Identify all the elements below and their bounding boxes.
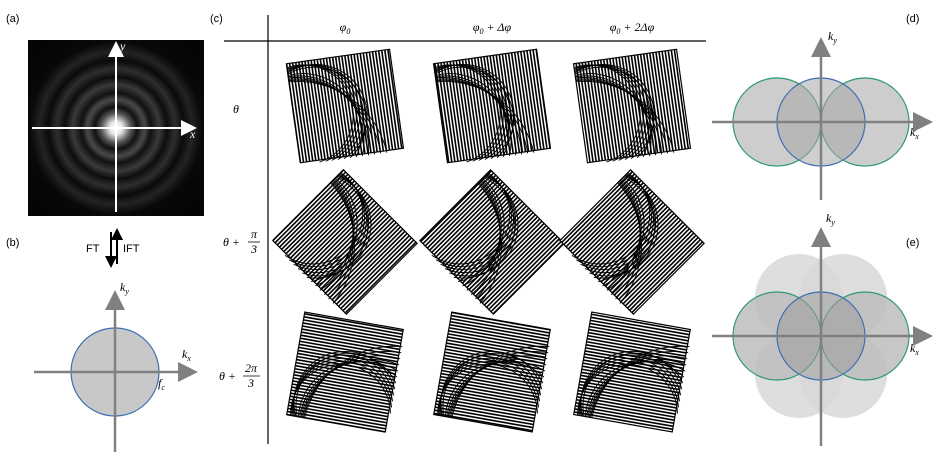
ky-label: ky xyxy=(828,29,837,45)
col-header-0: φ0 xyxy=(340,20,351,36)
row-header-0: θ xyxy=(233,102,239,116)
panel-c-label: (c) xyxy=(210,13,223,25)
panel-d-label: (d) xyxy=(906,13,919,25)
ift-label: IFT xyxy=(123,243,140,255)
col-header-2: φ0 + 2Δφ xyxy=(610,20,655,36)
pattern-tile-r2-c2 xyxy=(573,311,691,433)
cutoff-label: fc xyxy=(158,376,165,392)
svg-text:θ +: θ + xyxy=(223,235,240,249)
panel-a-label: (a) xyxy=(6,13,19,25)
transform-arrows: FT IFT xyxy=(86,228,140,268)
svg-text:2π: 2π xyxy=(245,361,258,375)
panel-b-label: (b) xyxy=(6,237,19,249)
pattern-tile-r1-c0 xyxy=(272,169,418,315)
pattern-tile-r0-c1 xyxy=(432,48,552,164)
svg-text:3: 3 xyxy=(247,376,254,390)
pattern-tile-r1-c1 xyxy=(419,169,565,315)
ft-label: FT xyxy=(86,243,100,255)
pattern-tile-r2-c0 xyxy=(286,311,404,433)
svg-text:θ +: θ + xyxy=(219,369,236,383)
airy-pattern: x y xyxy=(28,39,204,216)
six-beam-support: kx ky xyxy=(712,211,933,446)
pattern-tile-r2-c1 xyxy=(433,311,551,433)
otf-support: kx ky fc xyxy=(34,280,198,452)
row-header-1: θ + π 3 xyxy=(223,227,260,256)
pattern-tile-r0-c0 xyxy=(285,48,405,164)
two-beam-support: kx ky xyxy=(712,29,933,200)
ky-label: ky xyxy=(120,280,129,296)
kx-label: kx xyxy=(910,125,919,141)
x-axis-label: x xyxy=(189,127,196,141)
col-header-1: φ0 + Δφ xyxy=(473,20,512,36)
svg-text:3: 3 xyxy=(250,242,257,256)
kx-label: kx xyxy=(910,341,919,357)
pattern-tile-r1-c2 xyxy=(559,169,705,315)
svg-text:π: π xyxy=(251,227,258,241)
kx-label: kx xyxy=(182,347,191,363)
pattern-tile-r0-c2 xyxy=(572,48,692,164)
ky-label: ky xyxy=(826,211,835,227)
row-header-2: θ + 2π 3 xyxy=(219,361,260,390)
pattern-grid: φ0 φ0 + Δφ φ0 + 2Δφ θ θ + π 3 θ + 2π 3 xyxy=(219,15,706,444)
y-axis-label: y xyxy=(119,39,126,53)
panel-e-label: (e) xyxy=(906,237,919,249)
